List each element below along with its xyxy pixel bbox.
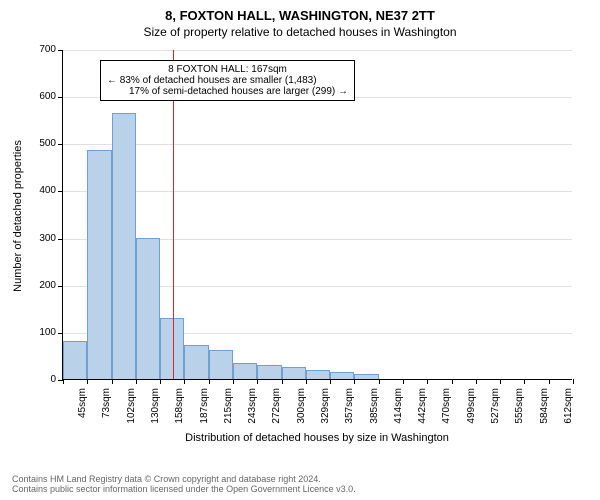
- histogram-bar: [330, 372, 354, 379]
- annotation-line1: 8 FOXTON HALL: 167sqm: [107, 64, 348, 75]
- x-tick-label: 385sqm: [369, 388, 380, 436]
- grid-line: [63, 144, 572, 145]
- x-tick-label: 612sqm: [563, 388, 574, 436]
- footer-line2: Contains public sector information licen…: [12, 484, 356, 494]
- x-tick: [354, 379, 355, 384]
- footer-text: Contains HM Land Registry data © Crown c…: [12, 474, 356, 494]
- x-tick-label: 470sqm: [441, 388, 452, 436]
- y-tick-label: 0: [30, 374, 56, 385]
- x-tick: [160, 379, 161, 384]
- x-tick-label: 187sqm: [199, 388, 210, 436]
- x-tick: [112, 379, 113, 384]
- histogram-bar: [282, 367, 306, 379]
- x-tick-label: 45sqm: [77, 388, 88, 436]
- y-tick-label: 300: [30, 233, 56, 244]
- x-tick: [476, 379, 477, 384]
- x-tick: [87, 379, 88, 384]
- histogram-bar: [87, 150, 111, 379]
- histogram-bar: [63, 341, 87, 379]
- x-tick: [184, 379, 185, 384]
- x-tick-label: 584sqm: [539, 388, 550, 436]
- histogram-bar: [354, 374, 378, 379]
- x-tick: [233, 379, 234, 384]
- x-tick: [452, 379, 453, 384]
- chart-title: 8, FOXTON HALL, WASHINGTON, NE37 2TT: [0, 0, 600, 23]
- x-tick-label: 215sqm: [223, 388, 234, 436]
- x-tick-label: 527sqm: [490, 388, 501, 436]
- histogram-bar: [209, 350, 233, 379]
- x-tick-label: 329sqm: [320, 388, 331, 436]
- y-tick: [58, 333, 63, 334]
- x-tick-label: 130sqm: [150, 388, 161, 436]
- x-tick-label: 73sqm: [101, 388, 112, 436]
- annotation-line2: ← 83% of detached houses are smaller (1,…: [107, 75, 348, 86]
- x-tick: [524, 379, 525, 384]
- x-tick: [282, 379, 283, 384]
- histogram-bar: [306, 370, 330, 379]
- y-tick-label: 100: [30, 327, 56, 338]
- x-tick-label: 158sqm: [174, 388, 185, 436]
- footer-line1: Contains HM Land Registry data © Crown c…: [12, 474, 356, 484]
- histogram-bar: [112, 113, 136, 379]
- x-tick: [500, 379, 501, 384]
- x-tick-label: 243sqm: [247, 388, 258, 436]
- x-tick: [379, 379, 380, 384]
- y-tick-label: 600: [30, 91, 56, 102]
- x-tick: [573, 379, 574, 384]
- y-tick: [58, 50, 63, 51]
- histogram-bar: [136, 238, 160, 379]
- x-tick: [306, 379, 307, 384]
- y-tick-label: 400: [30, 185, 56, 196]
- y-tick-label: 200: [30, 280, 56, 291]
- x-tick-label: 414sqm: [393, 388, 404, 436]
- annotation-line3: 17% of semi-detached houses are larger (…: [107, 86, 348, 97]
- x-tick: [549, 379, 550, 384]
- histogram-bar: [184, 345, 208, 379]
- x-tick: [257, 379, 258, 384]
- y-tick: [58, 97, 63, 98]
- x-tick-label: 555sqm: [514, 388, 525, 436]
- y-tick: [58, 144, 63, 145]
- x-tick: [209, 379, 210, 384]
- x-tick-label: 357sqm: [344, 388, 355, 436]
- grid-line: [63, 191, 572, 192]
- histogram-bar: [257, 365, 281, 379]
- x-tick-label: 442sqm: [417, 388, 428, 436]
- y-tick: [58, 191, 63, 192]
- y-tick: [58, 286, 63, 287]
- x-tick-label: 300sqm: [296, 388, 307, 436]
- x-tick: [403, 379, 404, 384]
- y-axis-label: Number of detached properties: [12, 126, 24, 306]
- x-tick-label: 272sqm: [271, 388, 282, 436]
- x-tick: [63, 379, 64, 384]
- x-tick-label: 499sqm: [466, 388, 477, 436]
- x-tick: [427, 379, 428, 384]
- y-tick-label: 500: [30, 138, 56, 149]
- y-tick: [58, 239, 63, 240]
- chart-subtitle: Size of property relative to detached ho…: [0, 23, 600, 39]
- annotation-box: 8 FOXTON HALL: 167sqm ← 83% of detached …: [100, 60, 355, 101]
- grid-line: [63, 50, 572, 51]
- x-tick: [136, 379, 137, 384]
- x-tick: [330, 379, 331, 384]
- y-tick-label: 700: [30, 44, 56, 55]
- x-tick-label: 102sqm: [126, 388, 137, 436]
- histogram-bar: [233, 363, 257, 380]
